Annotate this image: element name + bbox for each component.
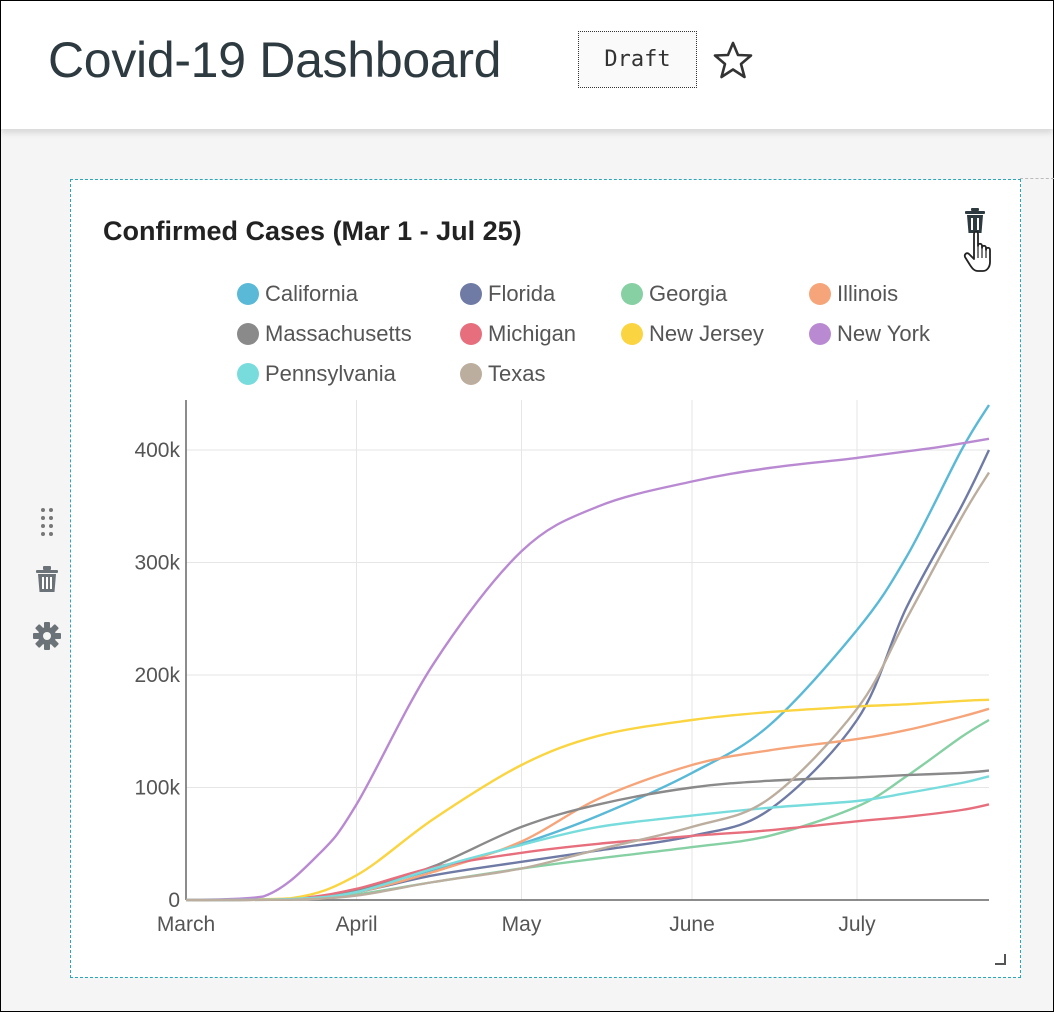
legend-swatch [809,283,831,305]
x-tick-label: March [157,913,215,936]
legend-item-california[interactable]: California [237,280,358,308]
legend-swatch [237,283,259,305]
legend-swatch [460,323,482,345]
x-tick-label: April [335,913,377,936]
legend-swatch [237,363,259,385]
legend-item-illinois[interactable]: Illinois [809,280,898,308]
line-chart: 0 100k 200k 300k 400k March April May June July [134,400,991,936]
legend-item-michigan[interactable]: Michigan [460,320,576,348]
legend-item-new-york[interactable]: New York [809,320,930,348]
series-line-illinois [185,707,990,902]
legend-label: New York [837,321,930,346]
pointer-hand-icon [963,230,991,272]
drag-handle-icon[interactable] [30,505,64,537]
x-tick-label: June [669,913,715,936]
legend-swatch [237,323,259,345]
legend-label: New Jersey [649,321,764,346]
series-line-michigan [185,803,990,902]
legend-swatch [460,283,482,305]
legend-item-texas[interactable]: Texas [460,360,545,388]
page-title: Covid-19 Dashboard [48,32,502,88]
legend-label: Illinois [837,281,899,306]
y-tick-label: 300k [134,552,180,575]
legend-swatch [460,363,482,385]
legend-swatch [621,323,643,345]
star-outline-icon[interactable] [712,40,754,80]
chart-card[interactable]: Confirmed Cases (Mar 1 - Jul 25) 0 100k 20… [70,179,1021,978]
legend-swatch [621,283,643,305]
legend-item-massachusetts[interactable]: Massachusetts [237,320,412,348]
trash-icon[interactable] [30,563,64,595]
legend-item-new-jersey[interactable]: New Jersey [621,320,764,348]
y-tick-label: 200k [134,664,180,687]
series-line-new-jersey [185,698,990,902]
dashboard-header: Covid-19 Dashboard Draft [1,1,1053,129]
series-line-new-york [185,437,990,902]
y-tick-label: 400k [134,439,180,462]
y-tick-label: 100k [134,777,180,800]
legend-item-pennsylvania[interactable]: Pennsylvania [237,360,396,388]
series-line-georgia [185,718,990,902]
series-line-california [185,404,991,902]
gear-icon[interactable] [30,620,64,652]
x-tick-label: July [838,913,876,936]
legend-label: Georgia [649,281,728,306]
legend-item-georgia[interactable]: Georgia [621,280,727,308]
trash-icon[interactable] [961,206,997,276]
legend-label: Florida [488,281,556,306]
legend-label: Massachusetts [265,321,412,346]
y-tick-label: 0 [168,889,180,912]
grid-divider [1020,178,1054,179]
series-line-texas [185,471,991,902]
series-line-pennsylvania [185,775,990,902]
x-tick-label: May [502,913,542,936]
resize-handle-icon[interactable] [993,952,1007,966]
legend-swatch [809,323,831,345]
legend-label: Texas [488,361,546,386]
legend-label: California [265,281,358,306]
status-badge[interactable]: Draft [578,31,697,88]
chart-title: Confirmed Cases (Mar 1 - Jul 25) [103,216,522,246]
legend-label: Michigan [488,321,577,346]
legend-label: Pennsylvania [265,361,396,386]
legend-item-florida[interactable]: Florida [460,280,555,308]
series-line-massachusetts [185,769,990,902]
